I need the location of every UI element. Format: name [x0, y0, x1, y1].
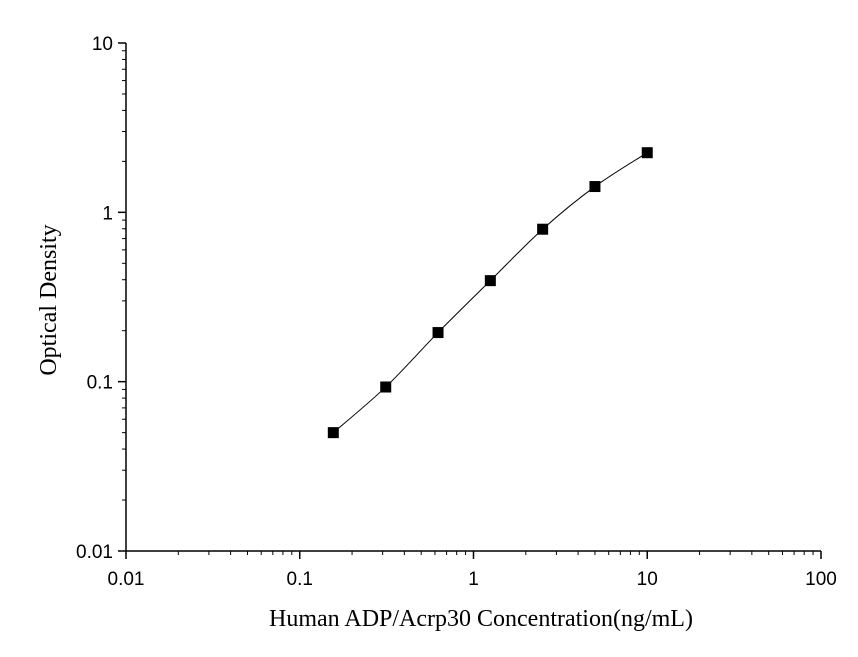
x-axis-label: Human ADP/Acrp30 Concentration(ng/mL) — [269, 606, 693, 632]
x-tick-label: 10 — [637, 569, 658, 590]
y-tick-label: 1 — [102, 203, 113, 224]
data-point — [537, 223, 549, 235]
y-tick-label: 0.1 — [87, 373, 113, 394]
y-tick-label: 0.01 — [76, 542, 113, 563]
data-points — [327, 147, 653, 439]
y-axis-label: Optical Density — [36, 224, 62, 375]
axes: 0.01 0.1 1 10 100 0.01 0.1 1 10 — [76, 34, 837, 590]
data-point — [641, 147, 653, 159]
x-tick-label: 1 — [468, 569, 479, 590]
data-point — [327, 427, 339, 439]
data-point — [380, 381, 392, 393]
x-tick-label: 0.01 — [108, 569, 145, 590]
data-point — [432, 327, 444, 339]
data-point — [589, 181, 601, 193]
x-tick-label: 100 — [805, 569, 837, 590]
y-tick-label: 10 — [92, 34, 113, 55]
data-point — [484, 275, 496, 287]
x-tick-label: 0.1 — [287, 569, 313, 590]
